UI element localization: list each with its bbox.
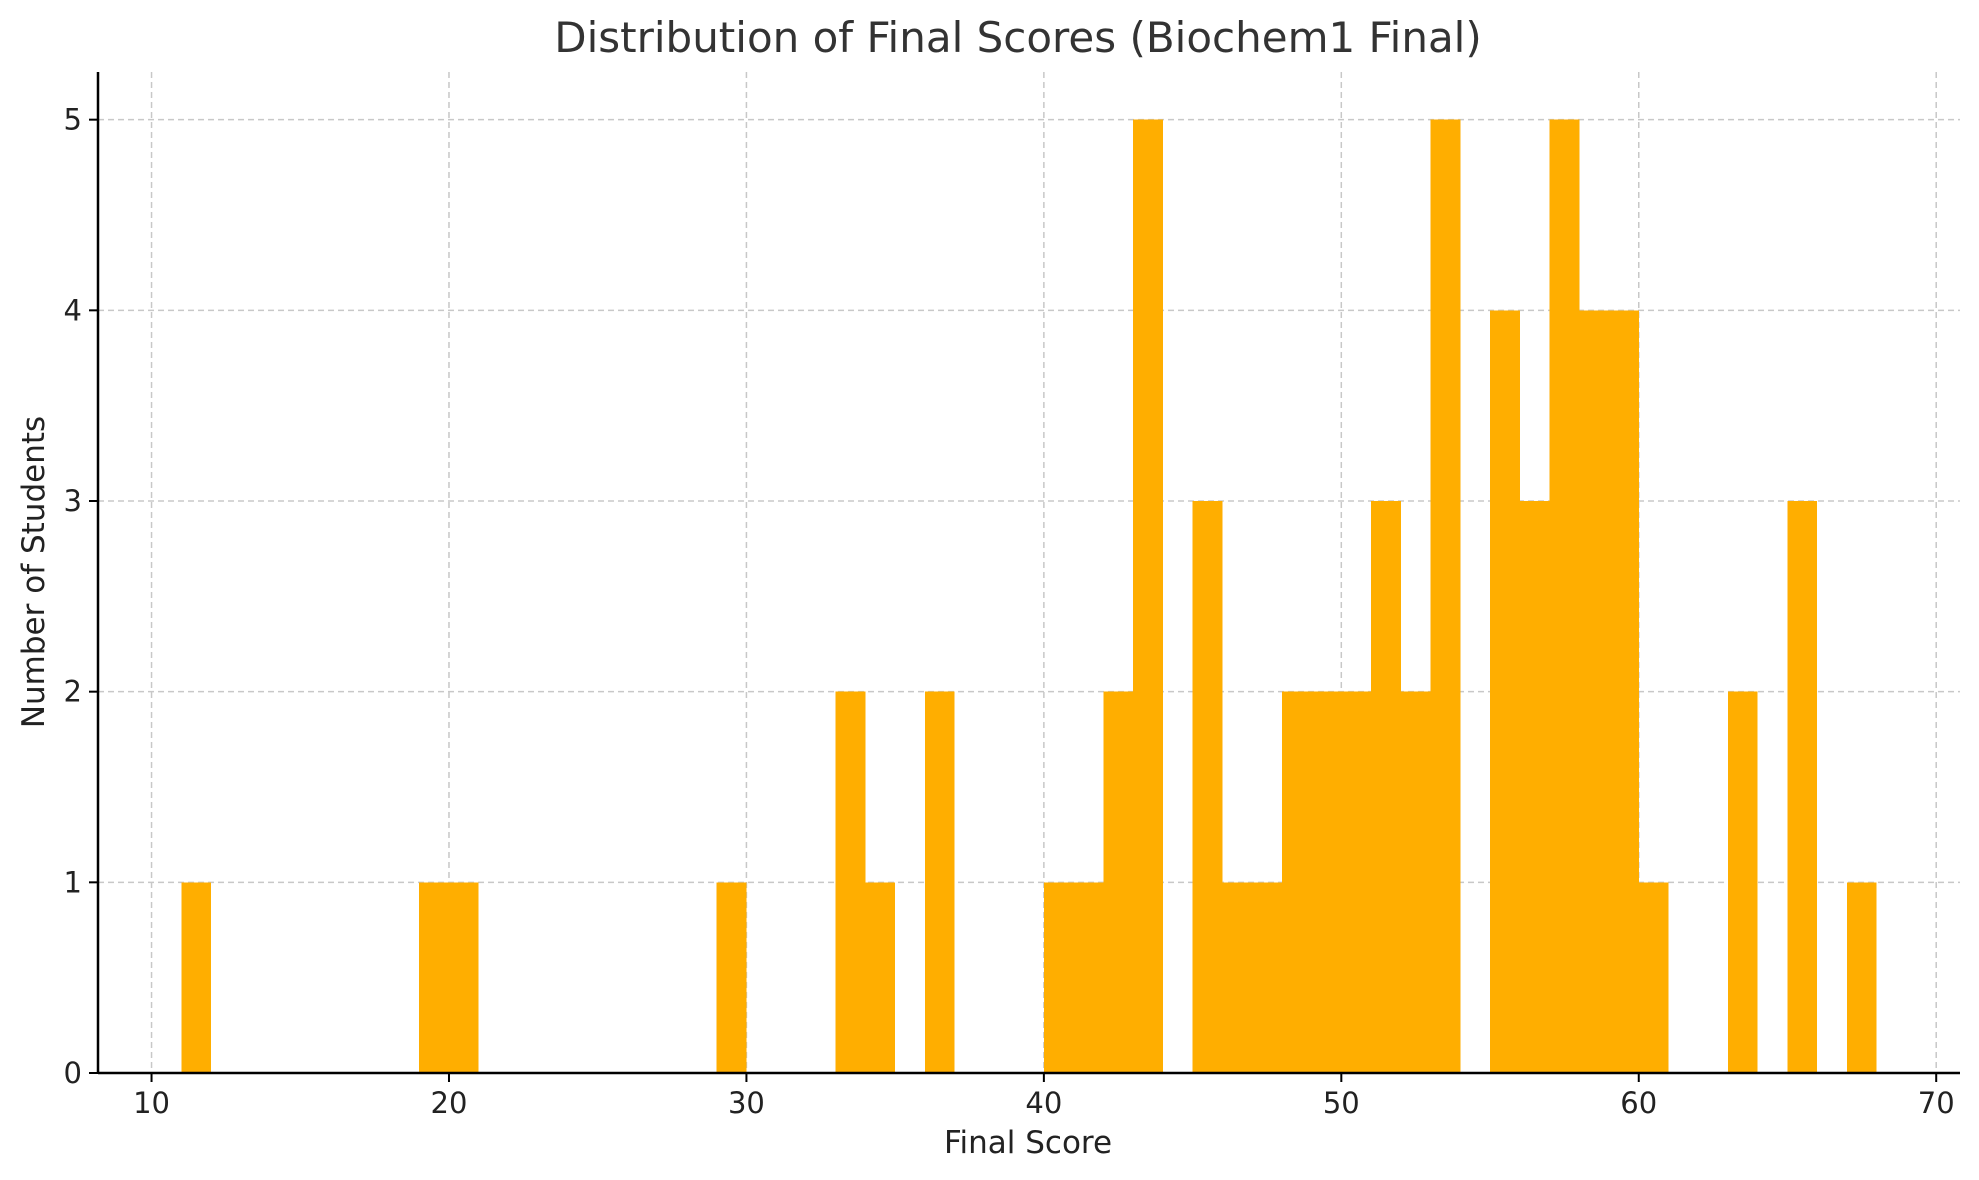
x-tick-label: 30 — [728, 1086, 765, 1120]
histogram-bar — [1192, 501, 1223, 1073]
x-axis-label: Final Score — [944, 1125, 1112, 1161]
histogram-bar — [1519, 501, 1550, 1073]
histogram-bar — [1103, 691, 1134, 1073]
y-tick-label: 5 — [64, 103, 82, 137]
histogram-bar — [181, 882, 212, 1073]
histogram-bar — [924, 691, 955, 1073]
histogram-bar — [1579, 310, 1610, 1073]
histogram-bar — [1281, 691, 1312, 1073]
ticks: 10 20 30 40 50 60 70 0 1 2 3 4 5 — [64, 103, 1955, 1120]
bars — [181, 119, 1877, 1073]
x-tick-label: 40 — [1025, 1086, 1062, 1120]
histogram-bar — [716, 882, 747, 1073]
x-tick-label: 10 — [133, 1086, 170, 1120]
histogram-bar — [1430, 119, 1461, 1073]
x-tick-label: 70 — [1918, 1086, 1955, 1120]
histogram-bar — [1549, 119, 1580, 1073]
y-tick-label: 3 — [64, 484, 82, 518]
chart-title: Distribution of Final Scores (Biochem1 F… — [554, 13, 1482, 62]
histogram-bar — [419, 882, 449, 1073]
histogram-bar — [1073, 882, 1104, 1073]
histogram-bar — [1638, 882, 1669, 1073]
histogram-bar — [1609, 310, 1639, 1073]
y-tick-label: 0 — [64, 1056, 82, 1090]
histogram-bar — [865, 882, 896, 1073]
histogram-bar — [1311, 691, 1342, 1073]
histogram-bar — [1371, 501, 1401, 1073]
histogram-bar — [1133, 119, 1163, 1073]
histogram-bar — [1252, 882, 1282, 1073]
axes — [96, 72, 1960, 1075]
y-tick-label: 2 — [64, 675, 82, 709]
x-tick-label: 60 — [1620, 1086, 1657, 1120]
histogram-bar — [448, 882, 479, 1073]
histogram-bar — [1043, 882, 1074, 1073]
histogram-bar — [1222, 882, 1253, 1073]
histogram-bar — [835, 691, 866, 1073]
y-tick-label: 4 — [64, 293, 82, 327]
histogram-bar — [1787, 501, 1818, 1073]
x-tick-label: 20 — [431, 1086, 468, 1120]
histogram-bar — [1490, 310, 1520, 1073]
y-tick-label: 1 — [64, 865, 82, 899]
histogram-bar — [1400, 691, 1431, 1073]
y-axis-label: Number of Students — [16, 416, 52, 728]
histogram-bar — [1341, 691, 1372, 1073]
histogram-bar — [1727, 691, 1758, 1073]
x-tick-label: 50 — [1323, 1086, 1360, 1120]
histogram-bar — [1846, 882, 1877, 1073]
